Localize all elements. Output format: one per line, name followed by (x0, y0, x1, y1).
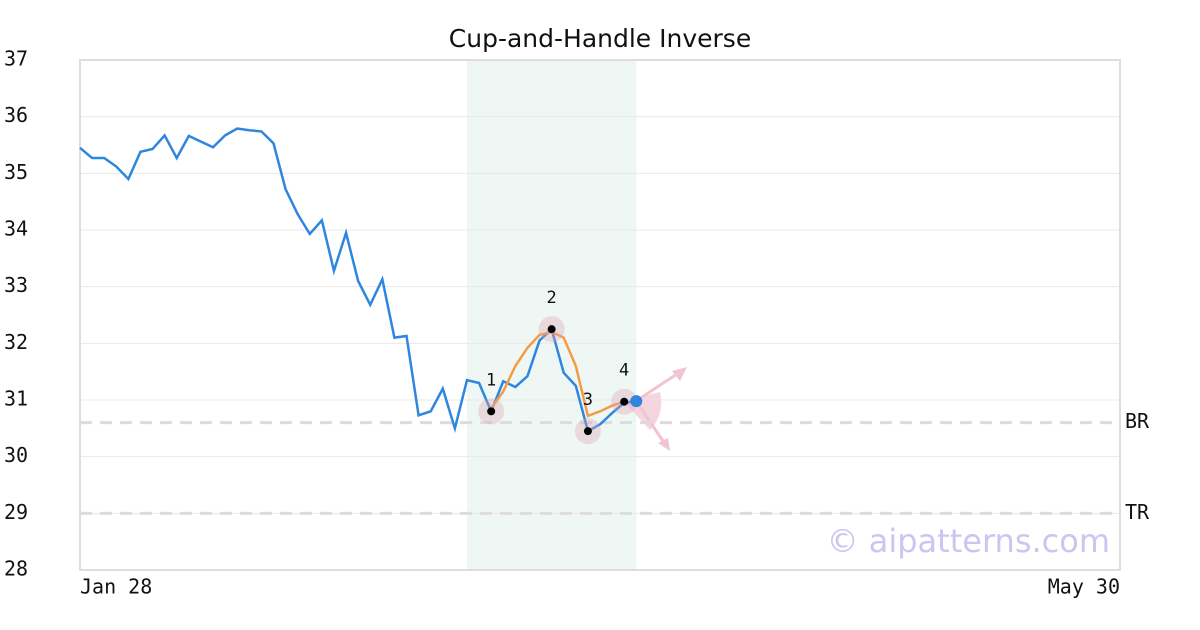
background-layer (80, 59, 1120, 571)
x-tick-label: May 30 (1048, 575, 1120, 599)
y-tick-label: 37 (4, 47, 28, 71)
level-label: BR (1125, 409, 1150, 433)
series-line (490, 330, 625, 418)
y-tick-label: 30 (4, 443, 28, 467)
highlight-zone (466, 60, 637, 570)
y-tick-label: 33 (4, 273, 28, 297)
y-tick-label: 34 (4, 217, 28, 241)
y-tick-label: 28 (4, 557, 28, 581)
y-tick-label: 36 (4, 103, 28, 127)
pivot-label: 1 (486, 370, 496, 390)
pivot-dot (547, 325, 556, 334)
pivot-label: 4 (619, 361, 629, 381)
y-tick-label: 31 (4, 387, 28, 411)
pivot-dot (620, 397, 629, 406)
arrow-up (635, 370, 681, 403)
y-tick-label: 35 (4, 160, 28, 184)
pivot-label: 2 (547, 288, 557, 308)
arrow-head (672, 367, 687, 381)
y-tick-label: 29 (4, 500, 28, 524)
last-point (630, 395, 643, 408)
arrow-head (658, 438, 670, 451)
pivot-label: 3 (583, 390, 593, 410)
level-label: TR (1125, 500, 1150, 524)
series-line (79, 127, 637, 434)
pivot-dot (487, 407, 496, 416)
x-tick-label: Jan 28 (80, 575, 152, 599)
y-tick-label: 32 (4, 330, 28, 354)
chart-title: Cup-and-Handle Inverse (449, 24, 751, 53)
plot-frame (79, 59, 1121, 571)
watermark: © aipatterns.com (827, 522, 1110, 560)
pivot-dot (583, 427, 592, 436)
